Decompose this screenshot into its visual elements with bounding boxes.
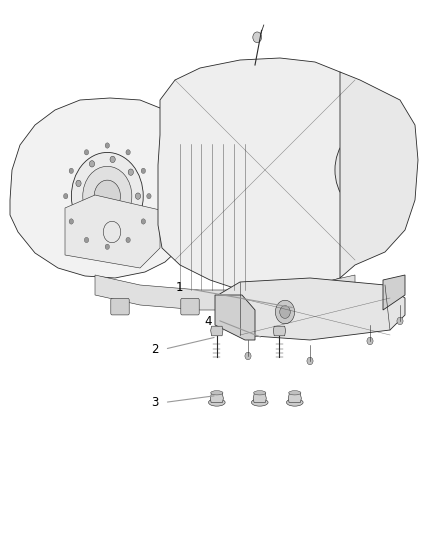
Circle shape [354,151,386,189]
Polygon shape [383,275,405,310]
Ellipse shape [286,399,303,406]
Circle shape [126,150,130,155]
Polygon shape [211,326,223,336]
Circle shape [94,180,120,212]
Ellipse shape [289,391,301,395]
Polygon shape [65,195,160,268]
Circle shape [76,206,81,212]
Circle shape [392,149,398,156]
Circle shape [335,127,405,213]
FancyBboxPatch shape [281,298,299,315]
Circle shape [280,305,290,318]
Circle shape [367,337,373,345]
Text: 2: 2 [151,343,159,356]
Circle shape [89,225,95,232]
Polygon shape [95,275,355,310]
Circle shape [84,150,88,155]
Circle shape [69,168,74,174]
Circle shape [245,352,251,360]
Circle shape [397,317,403,325]
Circle shape [89,160,95,167]
Circle shape [367,201,373,208]
Circle shape [135,193,141,199]
Circle shape [69,219,74,224]
Circle shape [71,152,143,240]
Polygon shape [340,72,418,278]
Ellipse shape [251,399,268,406]
Circle shape [110,156,115,163]
Circle shape [110,230,115,236]
Circle shape [83,166,132,226]
Ellipse shape [208,399,225,406]
Circle shape [105,244,110,249]
FancyBboxPatch shape [181,298,199,315]
Polygon shape [253,393,266,402]
Ellipse shape [211,391,223,395]
Ellipse shape [254,391,266,395]
Circle shape [64,193,68,199]
Circle shape [342,149,348,156]
Circle shape [128,169,134,175]
Circle shape [128,217,134,223]
Circle shape [105,143,110,148]
Circle shape [84,237,88,243]
Text: 1: 1 [176,281,183,294]
Circle shape [253,32,261,43]
Circle shape [147,193,151,199]
Polygon shape [210,393,223,402]
FancyBboxPatch shape [111,298,129,315]
Polygon shape [273,326,286,336]
Circle shape [392,183,398,191]
Circle shape [363,161,377,179]
Polygon shape [10,98,195,278]
Circle shape [367,132,373,139]
Polygon shape [158,58,360,292]
Circle shape [307,357,313,365]
Circle shape [76,180,81,187]
Text: 3: 3 [151,396,159,409]
Circle shape [126,237,130,243]
Text: 4: 4 [204,315,212,328]
Circle shape [342,183,348,191]
Circle shape [141,219,145,224]
Circle shape [276,300,295,324]
Circle shape [345,139,396,201]
Polygon shape [218,278,405,340]
Polygon shape [288,393,301,402]
Polygon shape [215,295,255,340]
Circle shape [141,168,145,174]
